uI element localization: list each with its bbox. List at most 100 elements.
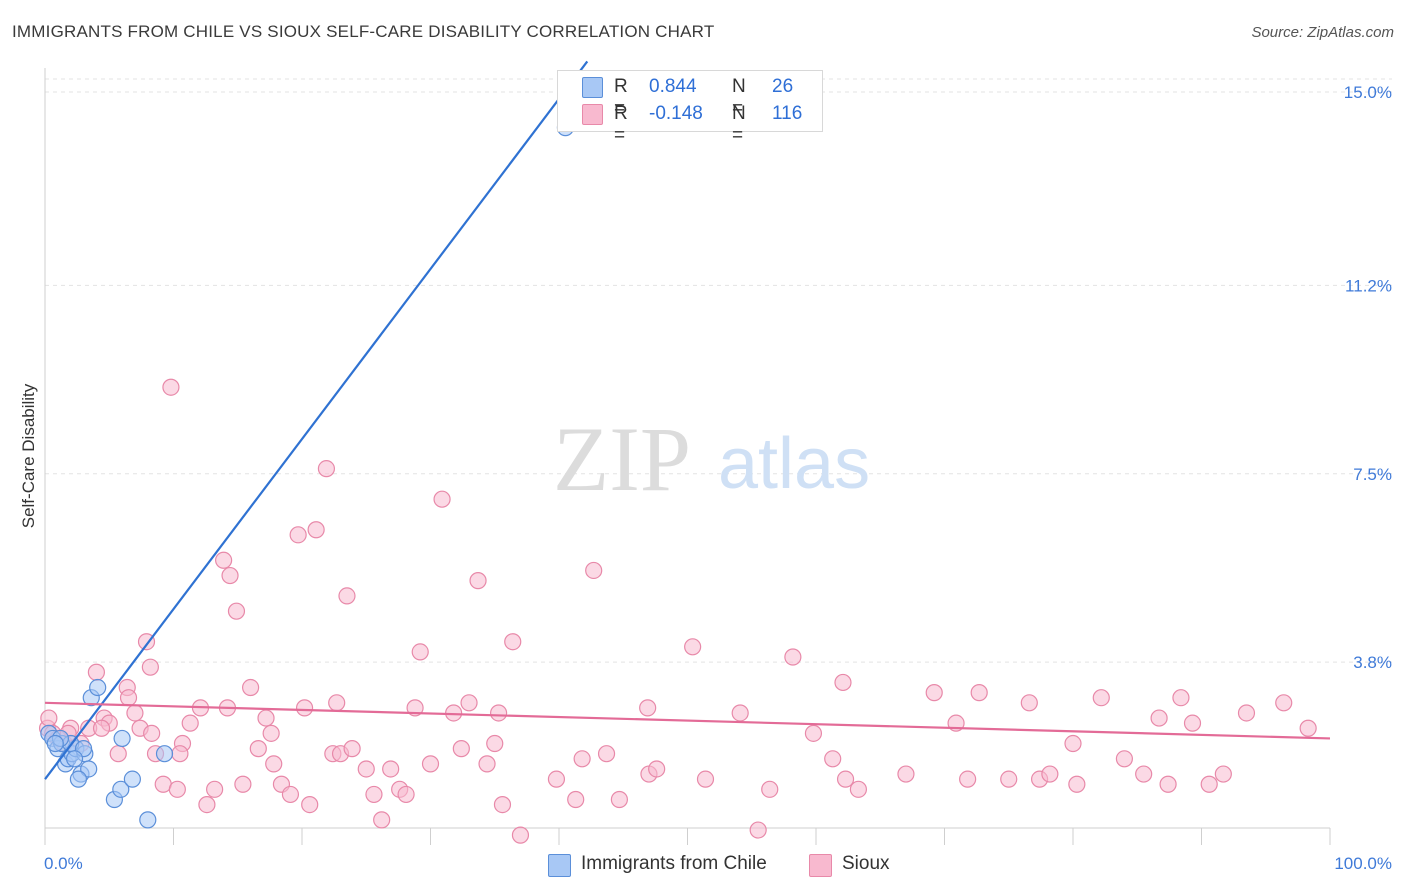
sioux-point — [849, 780, 868, 798]
chile-point — [46, 734, 64, 753]
chile-point — [69, 770, 88, 788]
y-axis-label: Self-Care Disability — [19, 383, 38, 528]
legend-r-label: R = — [614, 76, 628, 119]
sioux-point — [493, 795, 512, 814]
sioux-point — [289, 526, 307, 544]
sioux-point — [281, 785, 300, 804]
sioux-point — [1064, 734, 1082, 753]
sioux-point — [265, 755, 283, 773]
sioux-point — [597, 745, 616, 763]
sioux-point — [257, 709, 275, 727]
series-legend: Immigrants from Chile Sioux — [0, 852, 1406, 877]
sioux-point — [784, 648, 802, 666]
sioux-point — [1200, 775, 1218, 793]
chile-point — [155, 745, 174, 763]
sioux-trendline — [44, 701, 1331, 740]
sioux-point — [684, 638, 702, 656]
sioux-point — [478, 755, 496, 773]
trendlines — [44, 60, 1331, 780]
legend-label-sioux: Sioux — [842, 853, 890, 874]
sioux-point — [181, 714, 199, 732]
legend-label-chile: Immigrants from Chile — [581, 853, 767, 874]
sioux-point — [834, 673, 852, 692]
sioux-point — [1150, 709, 1168, 727]
stats-legend: R = 0.844 N = 26 R = -0.148 N = 116 — [557, 70, 823, 146]
sioux-point — [1000, 770, 1018, 788]
sioux-point — [1237, 704, 1256, 722]
sioux-point — [1172, 689, 1190, 707]
y-tick-label: 3.8% — [1353, 653, 1392, 672]
sioux-point — [1092, 689, 1110, 707]
legend-n-label: N = — [732, 103, 746, 146]
chile-point — [112, 780, 130, 798]
chile-point — [65, 750, 84, 768]
sioux-point — [328, 694, 346, 712]
sioux-point — [338, 587, 356, 605]
sioux-point — [295, 699, 314, 717]
sioux-point — [1135, 765, 1153, 783]
sioux-point — [411, 643, 429, 661]
sioux-point — [761, 780, 779, 798]
sioux-point — [573, 750, 591, 768]
y-tick-label: 11.2% — [1345, 276, 1392, 295]
sioux-point — [1041, 765, 1059, 783]
sioux-point — [221, 566, 239, 585]
chart-source: Source: ZipAtlas.com — [1251, 24, 1394, 41]
sioux-point — [897, 765, 915, 783]
watermark-atlas: atlas — [718, 424, 870, 504]
legend-swatch-sioux — [809, 854, 832, 877]
sioux-point — [357, 760, 375, 778]
sioux-point — [1214, 765, 1232, 783]
sioux-point — [547, 770, 566, 788]
legend-n-label: N = — [732, 76, 746, 119]
legend-r-value: -0.148 — [649, 103, 703, 124]
sioux-point — [511, 826, 530, 844]
sioux-point — [469, 572, 487, 590]
x-tick-label: 0.0% — [44, 854, 83, 873]
sioux-point — [433, 490, 451, 508]
sioux-point — [486, 734, 504, 753]
sioux-point — [824, 750, 842, 768]
sioux-point — [206, 780, 224, 798]
sioux-point — [141, 658, 159, 676]
sioux-point — [373, 811, 391, 829]
sioux-point — [262, 724, 280, 742]
sioux-point — [460, 694, 478, 712]
sioux-point — [610, 790, 628, 809]
chile-point — [123, 770, 141, 788]
sioux-point — [242, 678, 260, 697]
sioux-point — [397, 785, 415, 804]
sioux-point — [749, 821, 767, 839]
sioux-point — [1115, 750, 1134, 768]
sioux-point — [234, 775, 252, 793]
sioux-point — [585, 561, 603, 580]
sioux-point — [696, 770, 715, 788]
sioux-point — [171, 745, 189, 763]
sioux-point — [452, 740, 470, 758]
chile-point — [139, 811, 157, 829]
watermark-zip: ZIP — [553, 408, 691, 510]
sioux-point — [1020, 694, 1038, 712]
sioux-point — [639, 699, 657, 717]
chile-point — [89, 678, 107, 697]
chile-point — [80, 760, 98, 778]
chile-point — [113, 729, 131, 748]
sioux-point — [365, 785, 383, 804]
sioux-point — [307, 521, 325, 539]
sioux-point — [249, 740, 267, 758]
sioux-point — [301, 795, 319, 814]
sioux-point — [382, 760, 400, 778]
chile-points — [40, 119, 575, 829]
chile-trendline — [44, 60, 589, 780]
tick-labels: 3.8% 7.5% 11.2% 15.0% 0.0% 100.0% — [44, 83, 1392, 873]
sioux-point — [92, 719, 111, 737]
sioux-point — [126, 704, 144, 722]
sioux-point — [198, 795, 216, 814]
sioux-point — [215, 551, 233, 569]
y-tick-label: 7.5% — [1353, 465, 1392, 484]
legend-swatch-chile — [582, 77, 603, 98]
legend-swatch-sioux — [582, 104, 603, 125]
sioux-point — [227, 602, 246, 620]
sioux-point — [925, 684, 943, 702]
